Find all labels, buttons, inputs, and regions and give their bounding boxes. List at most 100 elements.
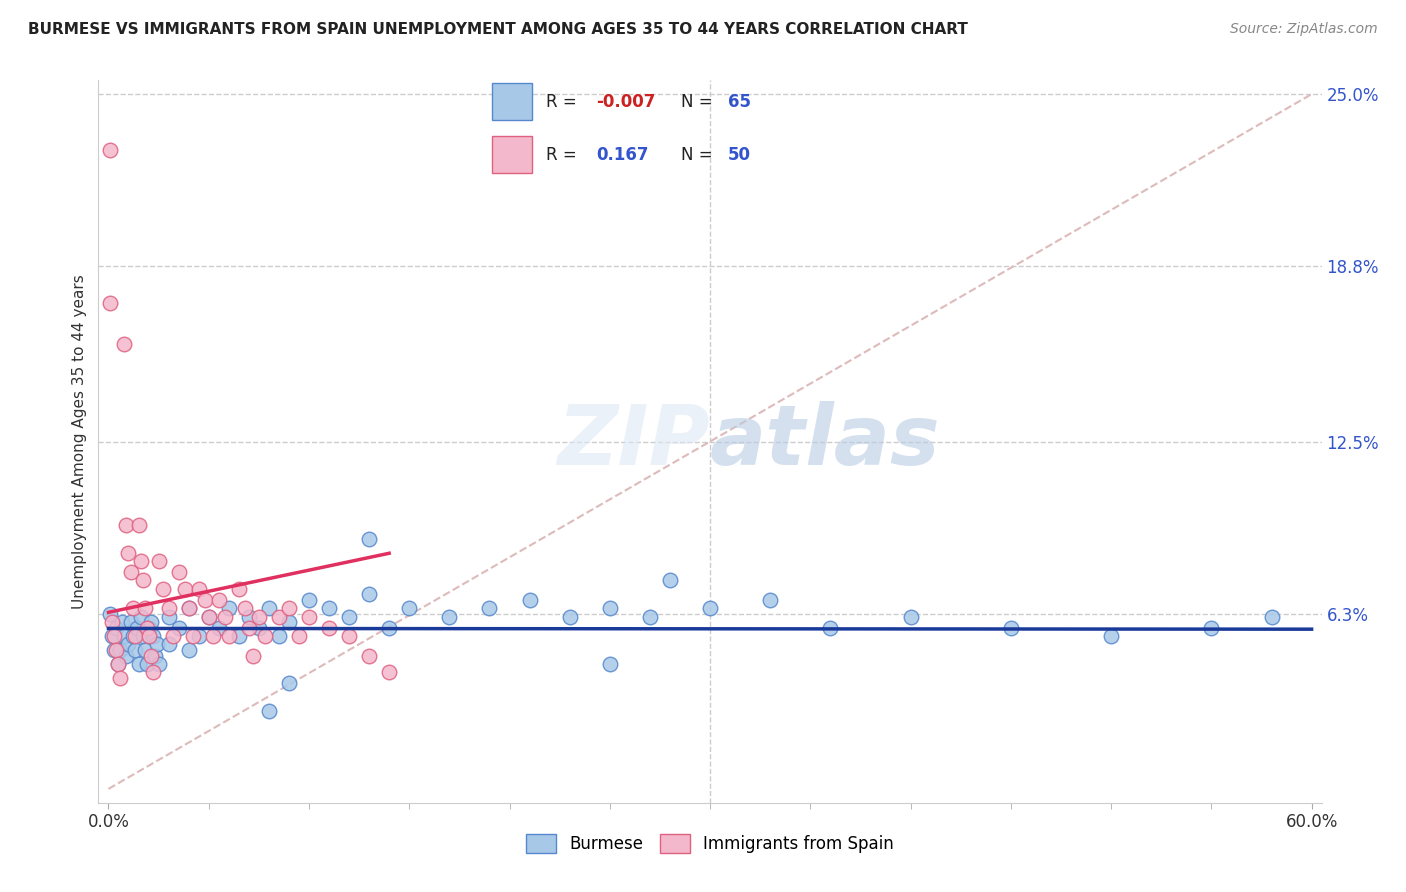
Point <box>117 546 139 560</box>
Point <box>238 621 260 635</box>
Point <box>267 609 290 624</box>
Text: Source: ZipAtlas.com: Source: ZipAtlas.com <box>1230 22 1378 37</box>
Point <box>143 648 166 663</box>
Point <box>638 609 661 624</box>
Point <box>197 609 219 624</box>
Point <box>201 629 224 643</box>
Point <box>658 574 681 588</box>
Point <box>318 621 340 635</box>
Point <box>1260 609 1282 624</box>
Point <box>138 629 160 643</box>
Point <box>233 601 256 615</box>
Point <box>145 637 167 651</box>
Point <box>115 517 138 532</box>
Point <box>121 629 143 643</box>
Point <box>103 629 125 643</box>
Point <box>277 676 299 690</box>
Text: ZIP: ZIP <box>557 401 710 482</box>
Point <box>100 143 122 157</box>
Point <box>115 648 138 663</box>
Point <box>1000 621 1022 635</box>
Point <box>177 601 200 615</box>
Point <box>100 295 122 310</box>
Point <box>111 615 134 630</box>
Text: BURMESE VS IMMIGRANTS FROM SPAIN UNEMPLOYMENT AMONG AGES 35 TO 44 YEARS CORRELAT: BURMESE VS IMMIGRANTS FROM SPAIN UNEMPLO… <box>28 22 967 37</box>
Point <box>138 621 160 635</box>
Point <box>439 609 461 624</box>
Point <box>134 643 156 657</box>
Point <box>378 665 401 680</box>
Point <box>820 621 842 635</box>
Point <box>253 629 276 643</box>
Text: N =: N = <box>681 146 717 164</box>
Point <box>398 601 420 615</box>
Text: 65: 65 <box>728 93 751 111</box>
Point <box>101 629 124 643</box>
Bar <box>492 83 531 120</box>
Text: R =: R = <box>546 93 582 111</box>
Point <box>134 601 156 615</box>
Point <box>218 601 240 615</box>
Text: atlas: atlas <box>710 401 941 482</box>
Point <box>1099 629 1122 643</box>
Point <box>148 657 170 671</box>
Text: N =: N = <box>681 93 717 111</box>
Point <box>117 637 139 651</box>
Point <box>135 657 157 671</box>
Point <box>288 629 311 643</box>
Point <box>105 621 128 635</box>
Point <box>157 601 180 615</box>
Point <box>318 601 340 615</box>
Point <box>359 532 381 546</box>
Point <box>107 657 129 671</box>
Point <box>177 643 200 657</box>
Point <box>277 615 299 630</box>
Point <box>121 601 143 615</box>
Point <box>177 601 200 615</box>
Point <box>157 637 180 651</box>
Point <box>238 609 260 624</box>
Legend: Burmese, Immigrants from Spain: Burmese, Immigrants from Spain <box>519 827 901 860</box>
Point <box>162 629 184 643</box>
Point <box>128 517 150 532</box>
Point <box>142 665 165 680</box>
Point <box>242 648 264 663</box>
Point <box>114 629 136 643</box>
Point <box>142 629 165 643</box>
Point <box>157 609 180 624</box>
Y-axis label: Unemployment Among Ages 35 to 44 years: Unemployment Among Ages 35 to 44 years <box>72 274 87 609</box>
Point <box>257 704 280 718</box>
Point <box>208 621 231 635</box>
Point <box>519 593 541 607</box>
Point <box>337 629 360 643</box>
Point <box>139 615 162 630</box>
Point <box>558 609 581 624</box>
Point <box>124 643 146 657</box>
Point <box>101 615 124 630</box>
Point <box>699 601 721 615</box>
Point <box>599 601 621 615</box>
Point <box>129 554 152 568</box>
Point <box>218 629 240 643</box>
Point <box>208 593 231 607</box>
Point <box>110 643 132 657</box>
Point <box>152 582 174 596</box>
Point <box>100 607 122 621</box>
Point <box>187 582 209 596</box>
Point <box>197 609 219 624</box>
Point <box>599 657 621 671</box>
Point <box>103 643 125 657</box>
Point <box>228 582 250 596</box>
Text: 0.167: 0.167 <box>596 146 648 164</box>
Point <box>120 615 142 630</box>
Point <box>129 609 152 624</box>
Point <box>298 609 321 624</box>
Point <box>131 629 153 643</box>
Point <box>114 337 136 351</box>
Text: R =: R = <box>546 146 582 164</box>
Point <box>110 671 132 685</box>
Text: 50: 50 <box>728 146 751 164</box>
Point <box>124 629 146 643</box>
Point <box>131 574 153 588</box>
Point <box>173 582 195 596</box>
